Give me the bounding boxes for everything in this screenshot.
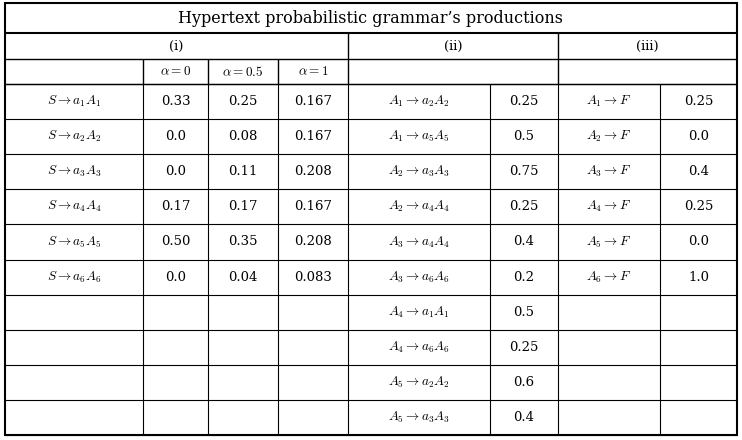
Text: 0.0: 0.0 [165, 130, 186, 143]
Text: $A_3 \rightarrow a_4 A_4$: $A_3 \rightarrow a_4 A_4$ [388, 235, 450, 249]
Text: 0.167: 0.167 [294, 95, 332, 108]
Text: $A_1 \rightarrow a_5 A_5$: $A_1 \rightarrow a_5 A_5$ [388, 129, 450, 144]
Text: 0.17: 0.17 [229, 200, 257, 213]
Text: $S \rightarrow a_6 A_6$: $S \rightarrow a_6 A_6$ [47, 269, 101, 285]
Text: 0.4: 0.4 [688, 165, 709, 178]
Text: $A_1 \rightarrow F$: $A_1 \rightarrow F$ [586, 94, 631, 109]
Text: $S \rightarrow a_1 A_1$: $S \rightarrow a_1 A_1$ [47, 94, 101, 109]
Text: 0.25: 0.25 [229, 95, 257, 108]
Text: 0.75: 0.75 [509, 165, 539, 178]
Text: $A_5 \rightarrow a_3 A_3$: $A_5 \rightarrow a_3 A_3$ [388, 410, 450, 425]
Text: $\alpha = 0.5$: $\alpha = 0.5$ [223, 65, 263, 78]
Text: 1.0: 1.0 [688, 271, 709, 283]
Text: $S \rightarrow a_3 A_3$: $S \rightarrow a_3 A_3$ [47, 164, 101, 180]
Text: 0.5: 0.5 [513, 306, 534, 319]
Text: 0.33: 0.33 [161, 95, 190, 108]
Text: $S \rightarrow a_2 A_2$: $S \rightarrow a_2 A_2$ [47, 129, 101, 144]
Text: 0.4: 0.4 [513, 411, 534, 424]
Text: 0.2: 0.2 [513, 271, 534, 283]
Text: 0.0: 0.0 [165, 271, 186, 283]
Text: $A_5 \rightarrow F$: $A_5 \rightarrow F$ [586, 235, 631, 249]
Text: 0.083: 0.083 [294, 271, 332, 283]
Text: $A_2 \rightarrow F$: $A_2 \rightarrow F$ [586, 129, 631, 144]
Text: 0.208: 0.208 [294, 165, 332, 178]
Text: 0.25: 0.25 [509, 95, 539, 108]
Text: $A_3 \rightarrow F$: $A_3 \rightarrow F$ [586, 164, 631, 180]
Text: $A_4 \rightarrow F$: $A_4 \rightarrow F$ [586, 199, 631, 214]
Text: 0.25: 0.25 [684, 200, 713, 213]
Text: (iii): (iii) [636, 40, 659, 52]
Text: 0.6: 0.6 [513, 376, 534, 389]
Text: 0.0: 0.0 [688, 235, 709, 249]
Text: $S \rightarrow a_4 A_4$: $S \rightarrow a_4 A_4$ [47, 199, 102, 214]
Text: 0.08: 0.08 [229, 130, 257, 143]
Text: $S \rightarrow a_5 A_5$: $S \rightarrow a_5 A_5$ [47, 235, 101, 249]
Text: $A_5 \rightarrow a_2 A_2$: $A_5 \rightarrow a_2 A_2$ [388, 375, 450, 390]
Text: 0.0: 0.0 [165, 165, 186, 178]
Text: 0.208: 0.208 [294, 235, 332, 249]
Text: 0.04: 0.04 [229, 271, 257, 283]
Text: 0.4: 0.4 [513, 235, 534, 249]
Text: 0.0: 0.0 [688, 130, 709, 143]
Text: 0.25: 0.25 [509, 200, 539, 213]
Text: Hypertext probabilistic grammar’s productions: Hypertext probabilistic grammar’s produc… [179, 10, 563, 26]
Text: 0.17: 0.17 [161, 200, 190, 213]
Text: 0.50: 0.50 [161, 235, 190, 249]
Text: 0.167: 0.167 [294, 200, 332, 213]
Text: 0.25: 0.25 [509, 341, 539, 354]
Text: $\alpha = 1$: $\alpha = 1$ [298, 65, 329, 78]
Text: 0.25: 0.25 [684, 95, 713, 108]
Text: $A_4 \rightarrow a_1 A_1$: $A_4 \rightarrow a_1 A_1$ [388, 304, 450, 320]
Text: 0.35: 0.35 [229, 235, 257, 249]
Text: $\alpha = 0$: $\alpha = 0$ [160, 65, 191, 78]
Text: 0.167: 0.167 [294, 130, 332, 143]
Text: $A_3 \rightarrow a_6 A_6$: $A_3 \rightarrow a_6 A_6$ [388, 269, 450, 285]
Text: $A_6 \rightarrow F$: $A_6 \rightarrow F$ [586, 269, 631, 285]
Text: 0.5: 0.5 [513, 130, 534, 143]
Text: (ii): (ii) [444, 40, 462, 52]
Text: $A_1 \rightarrow a_2 A_2$: $A_1 \rightarrow a_2 A_2$ [388, 94, 450, 109]
Text: $A_2 \rightarrow a_4 A_4$: $A_2 \rightarrow a_4 A_4$ [388, 199, 450, 214]
Text: $A_4 \rightarrow a_6 A_6$: $A_4 \rightarrow a_6 A_6$ [388, 340, 450, 355]
Text: $A_2 \rightarrow a_3 A_3$: $A_2 \rightarrow a_3 A_3$ [388, 164, 450, 180]
Text: 0.11: 0.11 [229, 165, 257, 178]
Text: (i): (i) [169, 40, 184, 52]
